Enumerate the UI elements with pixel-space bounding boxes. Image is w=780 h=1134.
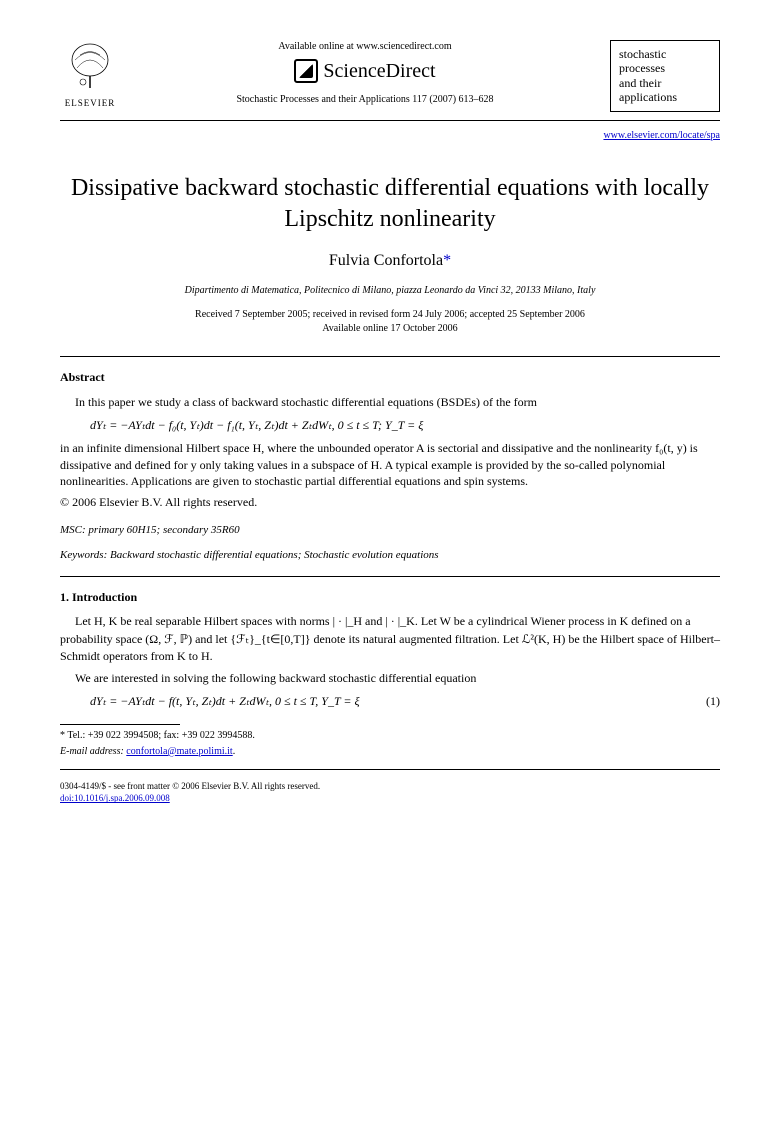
dates-line-2: Available online 17 October 2006 (60, 322, 720, 336)
journal-box-line: and their (619, 76, 711, 90)
center-header: Available online at www.sciencedirect.co… (120, 40, 610, 107)
footnote-email: E-mail address: confortola@mate.polimi.i… (60, 745, 720, 759)
journal-box-line: processes (619, 61, 711, 75)
header-rule (60, 120, 720, 121)
email-label: E-mail address: (60, 746, 126, 757)
introduction-heading: 1. Introduction (60, 589, 720, 606)
author-text: Fulvia Confortola (329, 252, 443, 269)
sciencedirect-brand: ScienceDirect (120, 57, 610, 85)
keywords-text: Backward stochastic differential equatio… (107, 549, 438, 561)
journal-box-line: applications (619, 90, 711, 104)
available-online-text: Available online at www.sciencedirect.co… (120, 40, 610, 54)
keywords-label: Keywords: (60, 549, 107, 561)
abstract-p1: In this paper we study a class of backwa… (60, 394, 720, 411)
elsevier-label: ELSEVIER (60, 97, 120, 110)
intro-p2: We are interested in solving the followi… (60, 670, 720, 687)
abstract-heading: Abstract (60, 369, 720, 386)
intro-equation-1: dYₜ = −AYₜdt − f(t, Yₜ, Zₜ)dt + ZₜdWₜ, 0… (90, 693, 720, 710)
journal-box-line: stochastic (619, 47, 711, 61)
footer-copyright: 0304-4149/$ - see front matter © 2006 El… (60, 780, 720, 793)
sciencedirect-icon (294, 59, 318, 83)
footnote-separator (60, 724, 180, 725)
journal-title-box: stochastic processes and their applicati… (610, 40, 720, 112)
author-footnote-star[interactable]: * (443, 252, 451, 269)
abstract-copyright: © 2006 Elsevier B.V. All rights reserved… (60, 494, 720, 511)
journal-box-wrapper: stochastic processes and their applicati… (610, 40, 720, 112)
footer-rule (60, 769, 720, 770)
keywords: Keywords: Backward stochastic differenti… (60, 548, 720, 563)
affiliation: Dipartimento di Matematica, Politecnico … (60, 284, 720, 298)
email-link[interactable]: confortola@mate.polimi.it (126, 746, 232, 757)
abstract-p2: in an infinite dimensional Hilbert space… (60, 440, 720, 490)
footnote-contact-text: Tel.: +39 022 3994508; fax: +39 022 3994… (65, 730, 255, 741)
elsevier-logo: ELSEVIER (60, 40, 120, 110)
abstract-bottom-rule (60, 576, 720, 577)
footnote-contact: * Tel.: +39 022 3994508; fax: +39 022 39… (60, 729, 720, 743)
email-suffix: . (233, 746, 236, 757)
dates-line-1: Received 7 September 2005; received in r… (60, 308, 720, 322)
abstract-equation: dYₜ = −AYₜdt − f₀(t, Yₜ)dt − f₁(t, Yₜ, Z… (90, 417, 720, 434)
equation-number: (1) (706, 693, 720, 710)
equation-text: dYₜ = −AYₜdt − f(t, Yₜ, Zₜ)dt + ZₜdWₜ, 0… (90, 693, 360, 710)
abstract-top-rule (60, 356, 720, 357)
paper-title: Dissipative backward stochastic differen… (60, 173, 720, 235)
journal-reference: Stochastic Processes and their Applicati… (120, 93, 610, 107)
sciencedirect-text: ScienceDirect (323, 57, 435, 85)
intro-p1: Let H, K be real separable Hilbert space… (60, 613, 720, 665)
header-row: ELSEVIER Available online at www.science… (60, 40, 720, 112)
author-name: Fulvia Confortola* (60, 250, 720, 272)
msc-classification: MSC: primary 60H15; secondary 35R60 (60, 523, 720, 538)
elsevier-tree-icon (65, 40, 115, 90)
article-dates: Received 7 September 2005; received in r… (60, 308, 720, 336)
doi-link[interactable]: doi:10.1016/j.spa.2006.09.008 (60, 792, 720, 805)
journal-url-link[interactable]: www.elsevier.com/locate/spa (60, 129, 720, 143)
